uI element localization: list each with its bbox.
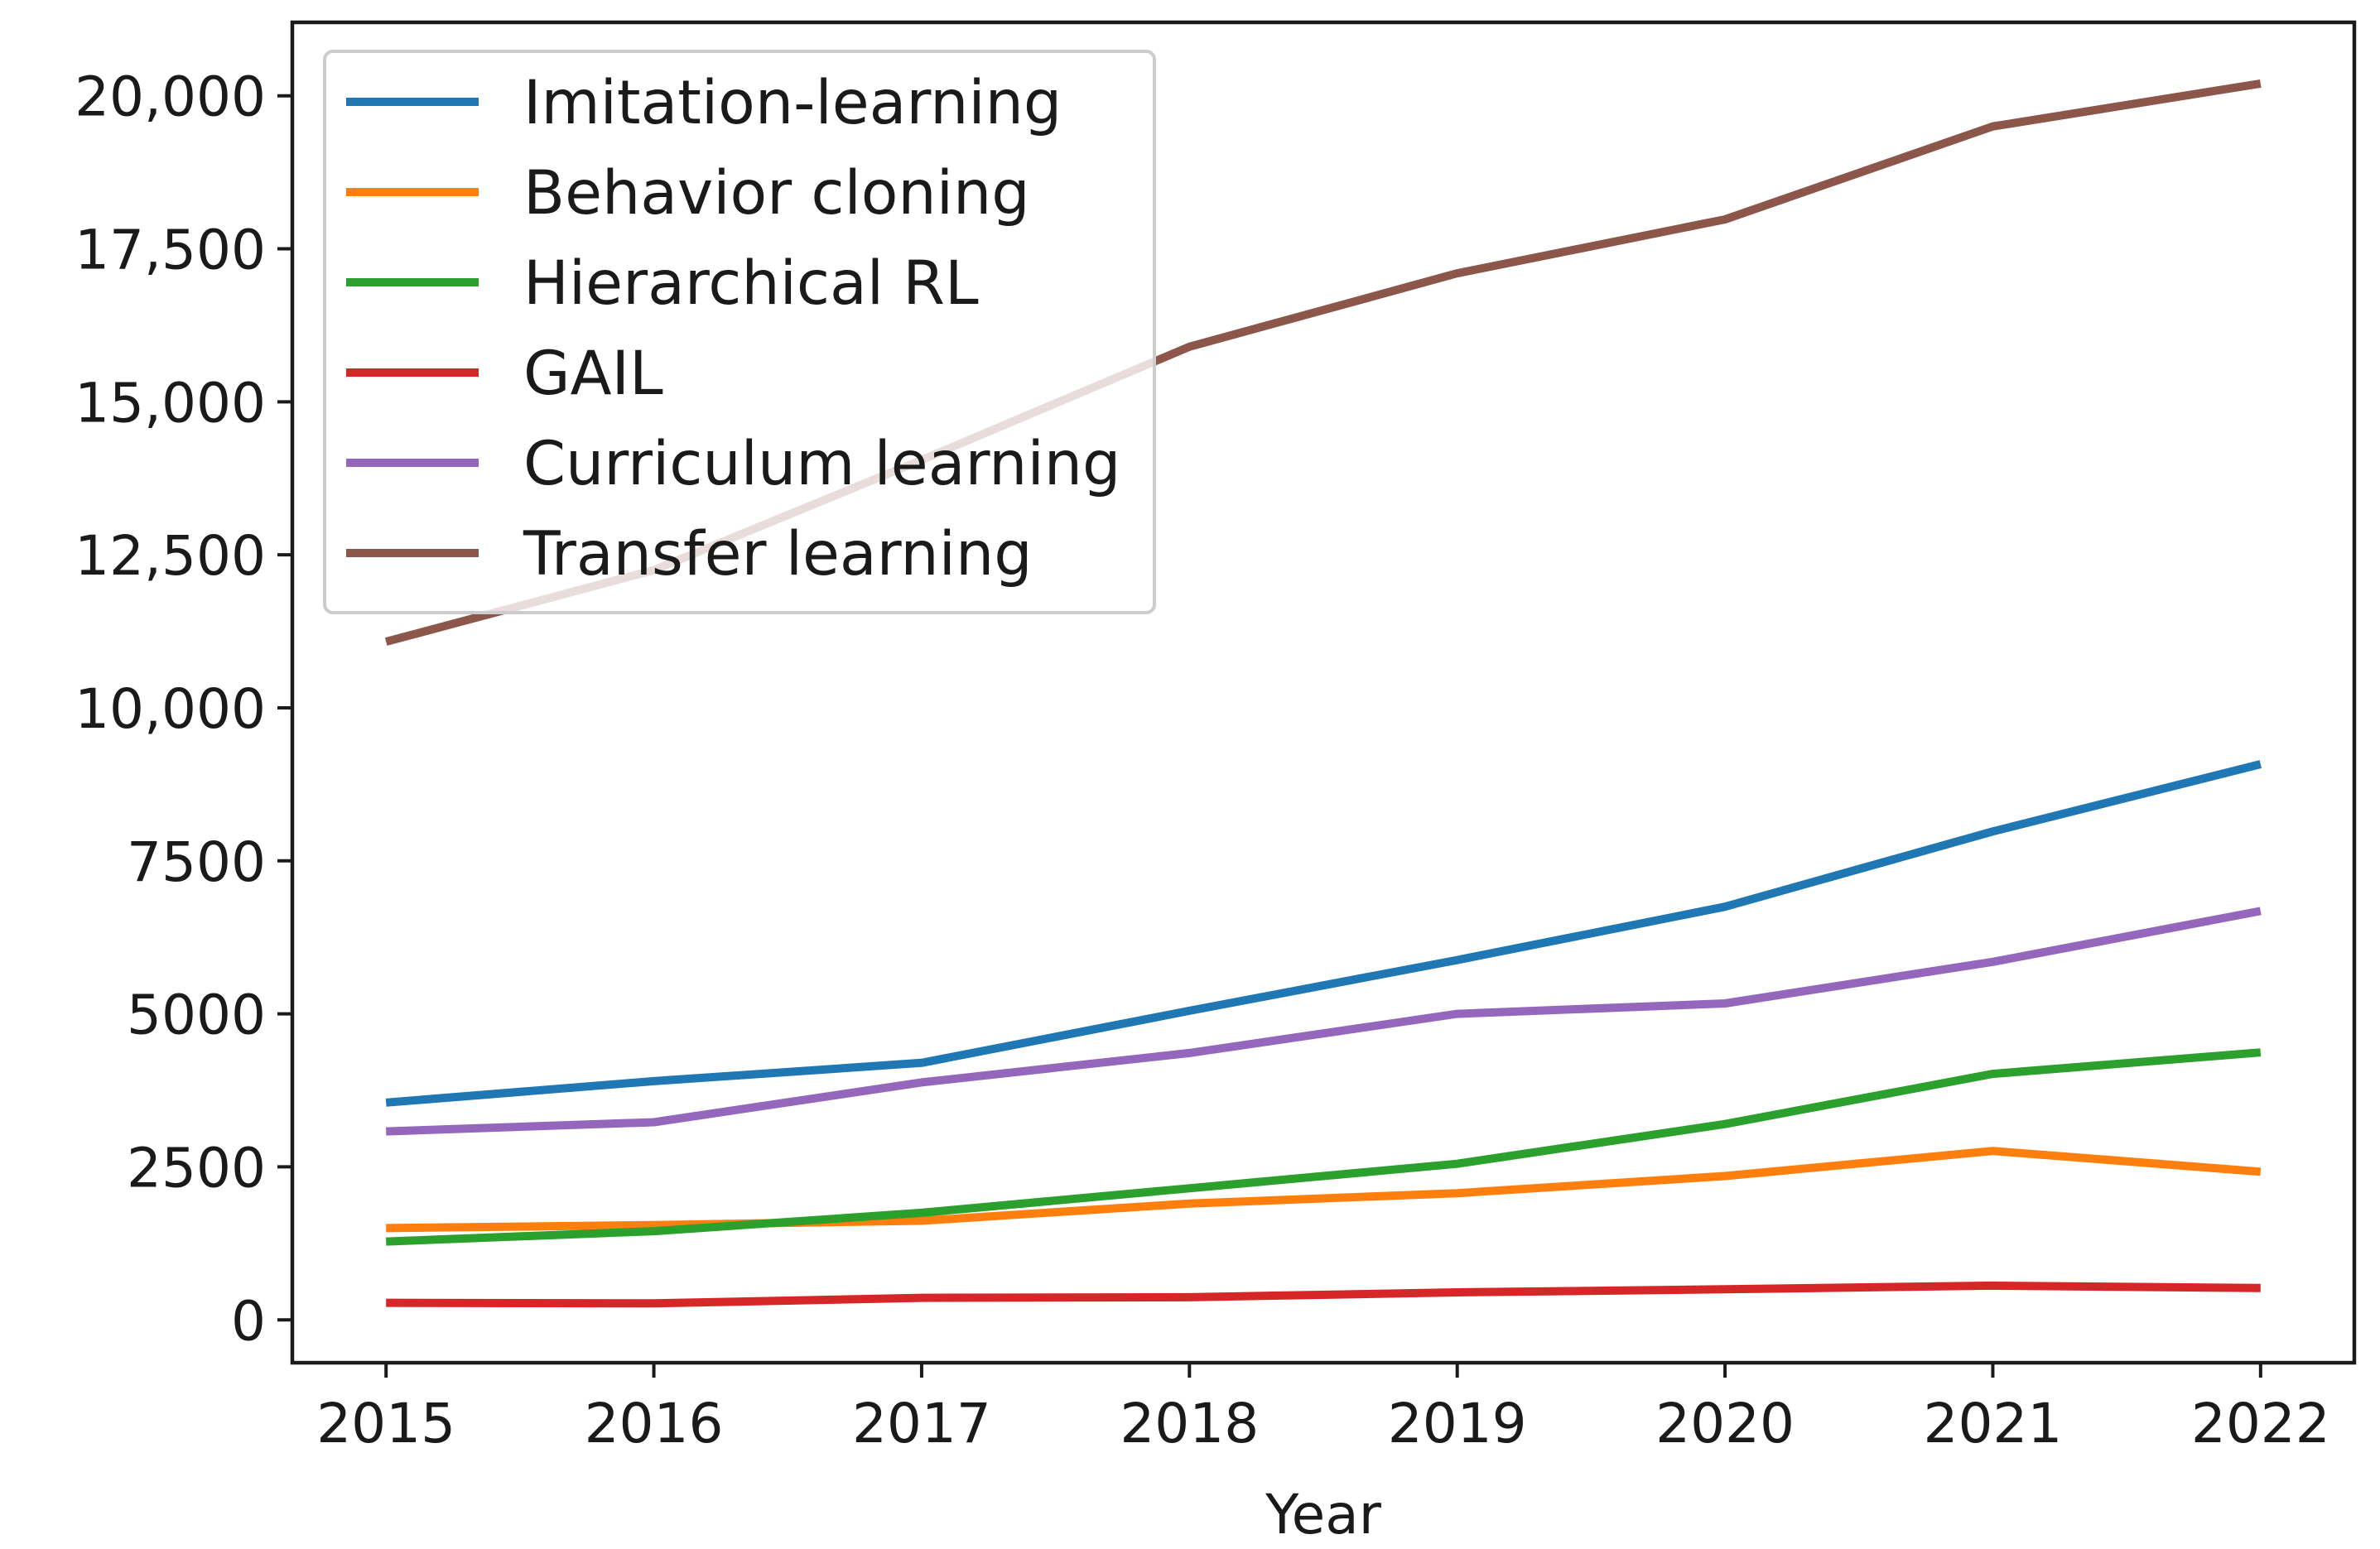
legend-label: Hierarchical RL	[523, 248, 979, 319]
legend-label: Imitation-learning	[523, 68, 1062, 138]
legend: Imitation-learning Behavior cloning Hierar…	[323, 50, 1156, 614]
y-tick-label: 10,000	[75, 677, 266, 741]
x-tick-label: 2020	[1655, 1392, 1795, 1455]
series-layer	[384, 79, 2262, 1308]
x-tick-label: 2018	[1120, 1392, 1259, 1455]
legend-label: GAIL	[523, 339, 663, 409]
y-tick-label: 15,000	[75, 371, 266, 435]
y-tick-label: 2500	[127, 1136, 266, 1200]
x-tick-label: 2015	[316, 1392, 455, 1455]
y-tick-label: 0	[231, 1289, 266, 1353]
y-axis-ticks: 0 2500 5000 7500 10,000 12,500 15,000 17,500 20,…	[75, 65, 292, 1353]
x-tick-label: 2016	[585, 1392, 724, 1455]
legend-label: Curriculum learning	[523, 429, 1120, 499]
x-tick-label: 2017	[852, 1392, 991, 1455]
y-tick-label: 5000	[127, 984, 266, 1047]
series-line-imitation-learning	[385, 760, 2262, 1107]
x-axis-label: Year	[1265, 1483, 1382, 1547]
x-tick-label: 2019	[1388, 1392, 1527, 1455]
legend-label: Transfer learning	[523, 519, 1033, 589]
x-tick-label: 2022	[2191, 1392, 2330, 1455]
y-tick-label: 7500	[127, 830, 266, 894]
x-tick-label: 2021	[1923, 1392, 2062, 1455]
y-tick-label: 12,500	[75, 524, 266, 588]
x-axis-ticks: 2015 2016 2017 2018 2019 2020 2021 2022	[316, 1363, 2330, 1455]
legend-box	[323, 50, 1156, 614]
legend-label: Behavior cloning	[523, 158, 1030, 229]
series-line-hierarchical-rl	[386, 1048, 2262, 1246]
y-tick-label: 17,500	[75, 219, 266, 282]
y-tick-label: 20,000	[75, 65, 266, 129]
series-line-gail	[386, 1281, 2261, 1308]
plot-area-frame	[290, 20, 2357, 1365]
series-line-curriculum-learning	[386, 907, 2262, 1136]
